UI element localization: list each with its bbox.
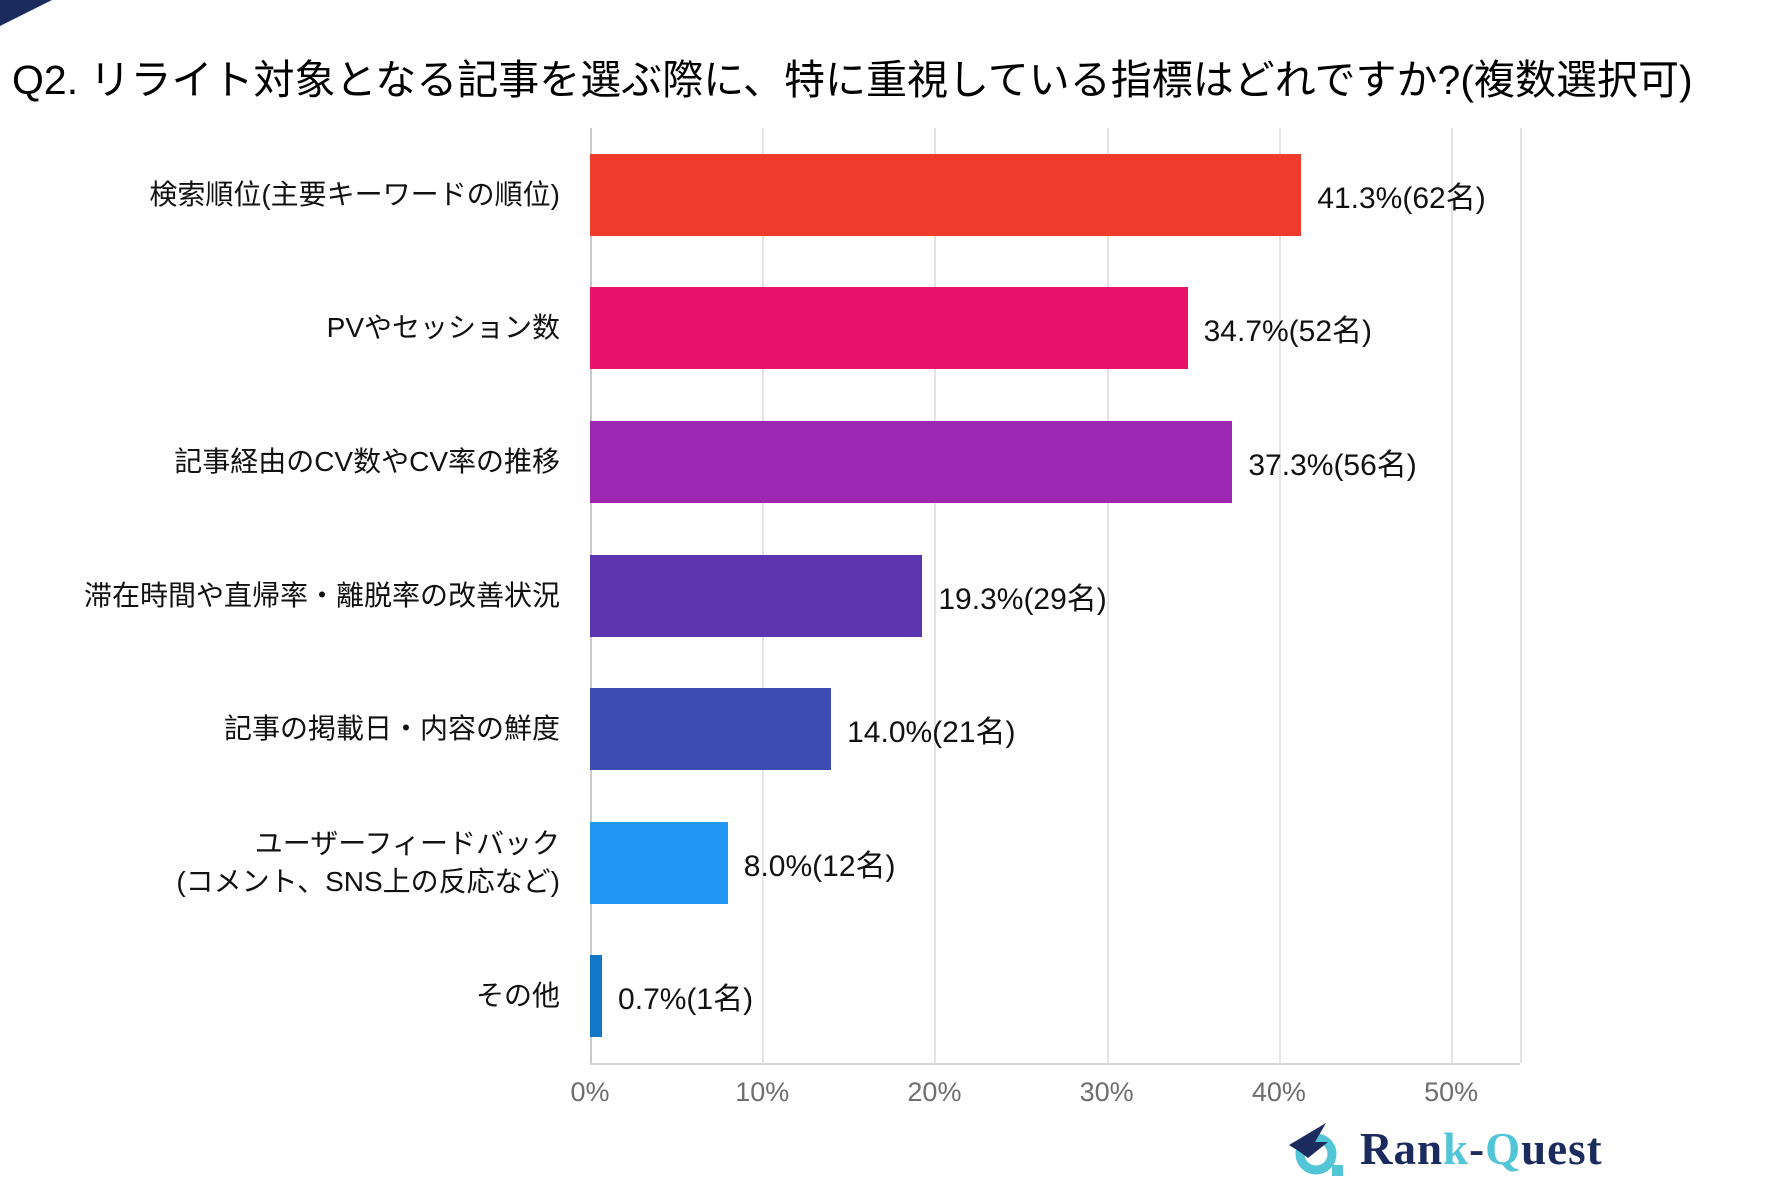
gridline-50%	[1451, 128, 1454, 1063]
plot-right-border	[1520, 128, 1522, 1063]
bar	[590, 955, 603, 1038]
category-label: 滞在時間や直帰率・離脱率の改善状況	[30, 577, 590, 615]
axis-tick-label: 10%	[735, 1077, 790, 1107]
category-label: 記事の掲載日・内容の鮮度	[30, 710, 590, 748]
category-label: ユーザーフィードバック (コメント、SNS上の反応など)	[30, 825, 590, 901]
bar	[590, 287, 1188, 370]
logo-text-part: uest	[1521, 1124, 1603, 1174]
bar	[590, 420, 1233, 503]
axis-tick-label: 0%	[570, 1077, 610, 1107]
axis-tick-label: 50%	[1424, 1077, 1479, 1107]
bar	[590, 554, 923, 637]
chart-row: 滞在時間や直帰率・離脱率の改善状況 19.3%(29名)	[30, 529, 1520, 663]
value-label: 0.7%(1名)	[618, 983, 754, 1017]
logo-text-part: -	[1469, 1124, 1486, 1174]
bar-track: 34.7%(52名)	[590, 262, 1520, 396]
chart-rows: 検索順位(主要キーワードの順位) 41.3%(62名) PVやセッション数 34.7%…	[30, 128, 1520, 1063]
category-label-line: 滞在時間や直帰率・離脱率の改善状況	[83, 579, 560, 611]
bar	[590, 688, 832, 771]
category-label-line: 記事経由のCV数やCV率の推移	[174, 446, 560, 478]
bar	[590, 153, 1302, 236]
value-label: 14.0%(21名)	[847, 716, 1016, 750]
value-label: 8.0%(12名)	[743, 849, 896, 883]
axis-tick-label: 40%	[1251, 1077, 1306, 1107]
value-label: 34.7%(52名)	[1203, 315, 1373, 349]
category-label-line: 記事の掲載日・内容の鮮度	[223, 713, 560, 745]
bar-track: 0.7%(1名)	[590, 929, 1520, 1063]
chart-row: 記事の掲載日・内容の鮮度 14.0%(21名)	[30, 662, 1520, 796]
bar-track: 41.3%(62名)	[590, 128, 1520, 262]
gridline-30%	[1106, 128, 1109, 1063]
chart-row: PVやセッション数 34.7%(52名)	[30, 262, 1520, 396]
category-label-line: その他	[475, 980, 560, 1012]
gridline-40%	[1278, 128, 1281, 1063]
corner-triangle-decoration	[0, 0, 52, 26]
value-label: 37.3%(56名)	[1248, 448, 1417, 482]
bar	[590, 821, 728, 904]
rank-quest-logo-text: Rank-Quest	[1360, 1123, 1603, 1175]
bar-track: 37.3%(56名)	[590, 395, 1520, 529]
bar-track: 14.0%(21名)	[590, 662, 1520, 796]
logo-text-part: k	[1443, 1124, 1470, 1174]
chart-row: 記事経由のCV数やCV率の推移 37.3%(56名)	[30, 395, 1520, 529]
category-label: 記事経由のCV数やCV率の推移	[30, 443, 590, 481]
gridline-20%	[934, 128, 937, 1063]
logo-text-part: Q	[1485, 1124, 1522, 1174]
rank-quest-logo: Rank-Quest	[1286, 1120, 1603, 1178]
x-axis: 0% 10% 20% 30% 40% 50%	[570, 1063, 1520, 1123]
category-label: 検索順位(主要キーワードの順位)	[30, 176, 590, 214]
chart-row: その他 0.7%(1名)	[30, 929, 1520, 1063]
chart-row: 検索順位(主要キーワードの順位) 41.3%(62名)	[30, 128, 1520, 262]
chart-title: Q2. リライト対象となる記事を選ぶ際に、特に重視している指標はどれですか?(複…	[12, 57, 1693, 103]
category-label-line: PVやセッション数	[326, 312, 560, 344]
value-label: 41.3%(62名)	[1317, 181, 1486, 215]
category-label-line: ユーザーフィードバック	[254, 827, 560, 859]
axis-tick-label: 30%	[1079, 1077, 1134, 1107]
bar-chart: 検索順位(主要キーワードの順位) 41.3%(62名) PVやセッション数 34.7%…	[30, 128, 1522, 1107]
value-label: 19.3%(29名)	[938, 582, 1107, 616]
logo-text-part: Ran	[1360, 1124, 1444, 1174]
bar-track: 19.3%(29名)	[590, 529, 1520, 663]
rank-quest-logo-icon	[1289, 1123, 1343, 1176]
category-label-line: (コメント、SNS上の反応など)	[176, 865, 560, 897]
category-label-line: 検索順位(主要キーワードの順位)	[149, 178, 560, 210]
category-label: その他	[30, 977, 590, 1015]
axis-tick-label: 20%	[907, 1077, 962, 1107]
bar-track: 8.0%(12名)	[590, 796, 1520, 930]
chart-row: ユーザーフィードバック (コメント、SNS上の反応など) 8.0%(12名)	[30, 796, 1520, 930]
category-label: PVやセッション数	[30, 309, 590, 347]
